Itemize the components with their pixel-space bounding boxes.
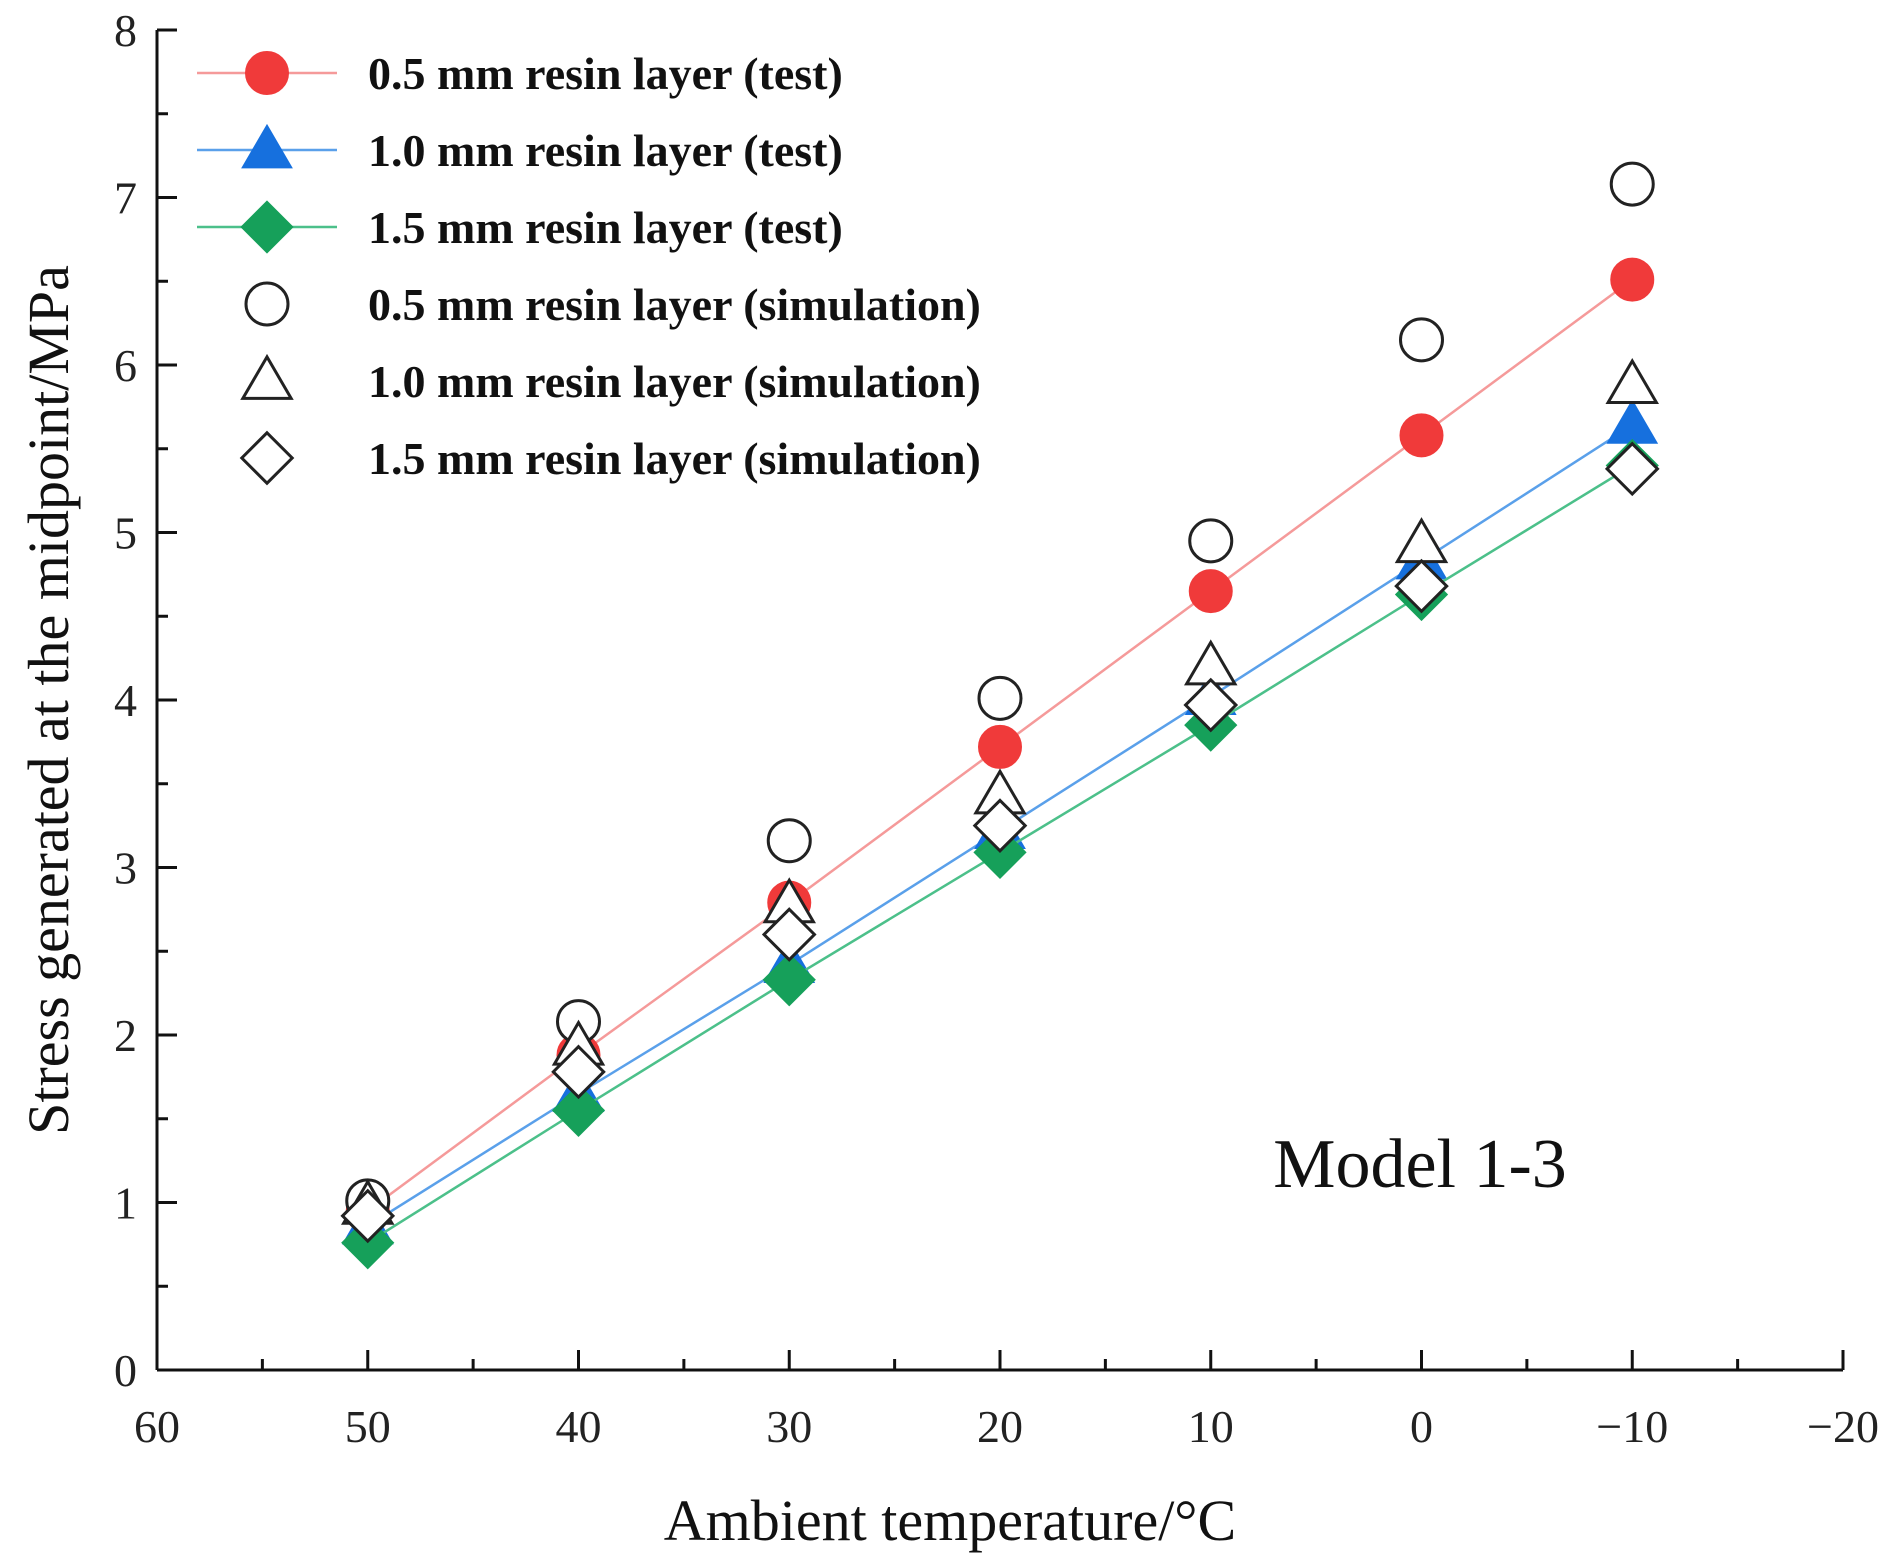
y-tick-label-2: 2	[114, 1010, 137, 1061]
legend-label-2: 1.5 mm resin layer (test)	[368, 202, 843, 253]
series-2-point-2	[762, 953, 816, 1007]
series-5-point-4	[1183, 677, 1239, 733]
legend-marker-0	[245, 51, 289, 95]
y-tick-label-0: 0	[114, 1345, 137, 1396]
series-3-point-5	[1399, 317, 1444, 363]
legend-marker-2	[240, 200, 294, 254]
x-tick-label-0: 60	[134, 1401, 180, 1452]
legend-label-4: 1.0 mm resin layer (simulation)	[368, 356, 981, 407]
y-axis-title: Stress generated at the midpoint/MPa	[16, 265, 81, 1135]
series-2-point-1	[551, 1083, 606, 1137]
y-tick-label-6: 6	[114, 340, 137, 391]
x-tick-label-8: −20	[1807, 1401, 1879, 1452]
x-tick-label-4: 20	[977, 1401, 1023, 1452]
legend-label-5: 1.5 mm resin layer (simulation)	[368, 433, 981, 484]
y-tick-label-1: 1	[114, 1178, 137, 1229]
series-5-point-6	[1604, 441, 1660, 497]
y-tick-label-3: 3	[114, 843, 137, 894]
series-0-point-6	[1610, 257, 1655, 302]
series-5-point-5	[1394, 558, 1449, 614]
series-5-point-0	[340, 1188, 396, 1244]
y-tick-label-5: 5	[114, 508, 137, 559]
series-5	[340, 441, 1660, 1244]
series-3-point-2	[766, 818, 812, 864]
series-0-point-5	[1399, 413, 1444, 458]
y-tick-label-8: 8	[114, 5, 137, 56]
model-annotation: Model 1-3	[1273, 1126, 1567, 1203]
legend-item-5: 1.5 mm resin layer (simulation)	[239, 430, 981, 486]
legend-marker-4	[240, 353, 294, 400]
y-tick-label-4: 4	[114, 675, 137, 726]
legend-label-0: 0.5 mm resin layer (test)	[368, 48, 843, 99]
legend-item-3: 0.5 mm resin layer (simulation)	[244, 279, 981, 330]
x-tick-label-1: 50	[345, 1401, 391, 1452]
legend-marker-1	[241, 123, 293, 169]
legend-item-4: 1.0 mm resin layer (simulation)	[240, 353, 981, 407]
x-tick-label-7: −10	[1596, 1401, 1668, 1452]
legend-item-0: 0.5 mm resin layer (test)	[197, 48, 843, 99]
legend-label-3: 0.5 mm resin layer (simulation)	[368, 279, 981, 330]
series-layer	[340, 161, 1660, 1270]
series-3-point-3	[977, 675, 1023, 721]
legend-label-1: 1.0 mm resin layer (test)	[368, 125, 843, 176]
legend-marker-5	[239, 430, 295, 486]
x-tick-label-5: 10	[1188, 1401, 1234, 1452]
y-tick-label-7: 7	[114, 173, 137, 224]
series-3-point-4	[1188, 518, 1234, 564]
series-5-point-1	[551, 1044, 606, 1100]
legend-item-2: 1.5 mm resin layer (test)	[197, 200, 843, 254]
series-0-point-4	[1188, 569, 1233, 614]
legend-item-1: 1.0 mm resin layer (test)	[197, 123, 843, 176]
legend: 0.5 mm resin layer (test) 1.0 mm resin la…	[197, 48, 981, 486]
x-tick-label-2: 40	[556, 1401, 602, 1452]
ticks: 60 50 40 30 20 10 0 −10 −20 0 1 2 3 4 5 6 7 8	[114, 5, 1879, 1452]
series-5-point-3	[972, 798, 1028, 853]
x-tick-label-6: 0	[1410, 1401, 1433, 1452]
series-4-point-5	[1394, 517, 1449, 564]
series-4-point-4	[1183, 639, 1238, 686]
series-4	[340, 357, 1660, 1225]
legend-marker-3	[244, 281, 290, 327]
x-tick-label-3: 30	[766, 1401, 812, 1452]
x-axis-title: Ambient temperature/°C	[664, 1488, 1236, 1553]
series-5-point-2	[761, 907, 817, 962]
series-4-point-6	[1605, 357, 1660, 404]
series-0-point-3	[978, 724, 1022, 769]
series-3	[345, 161, 1655, 1224]
series-3-point-6	[1609, 161, 1655, 207]
series-1-point-6	[1606, 399, 1659, 444]
